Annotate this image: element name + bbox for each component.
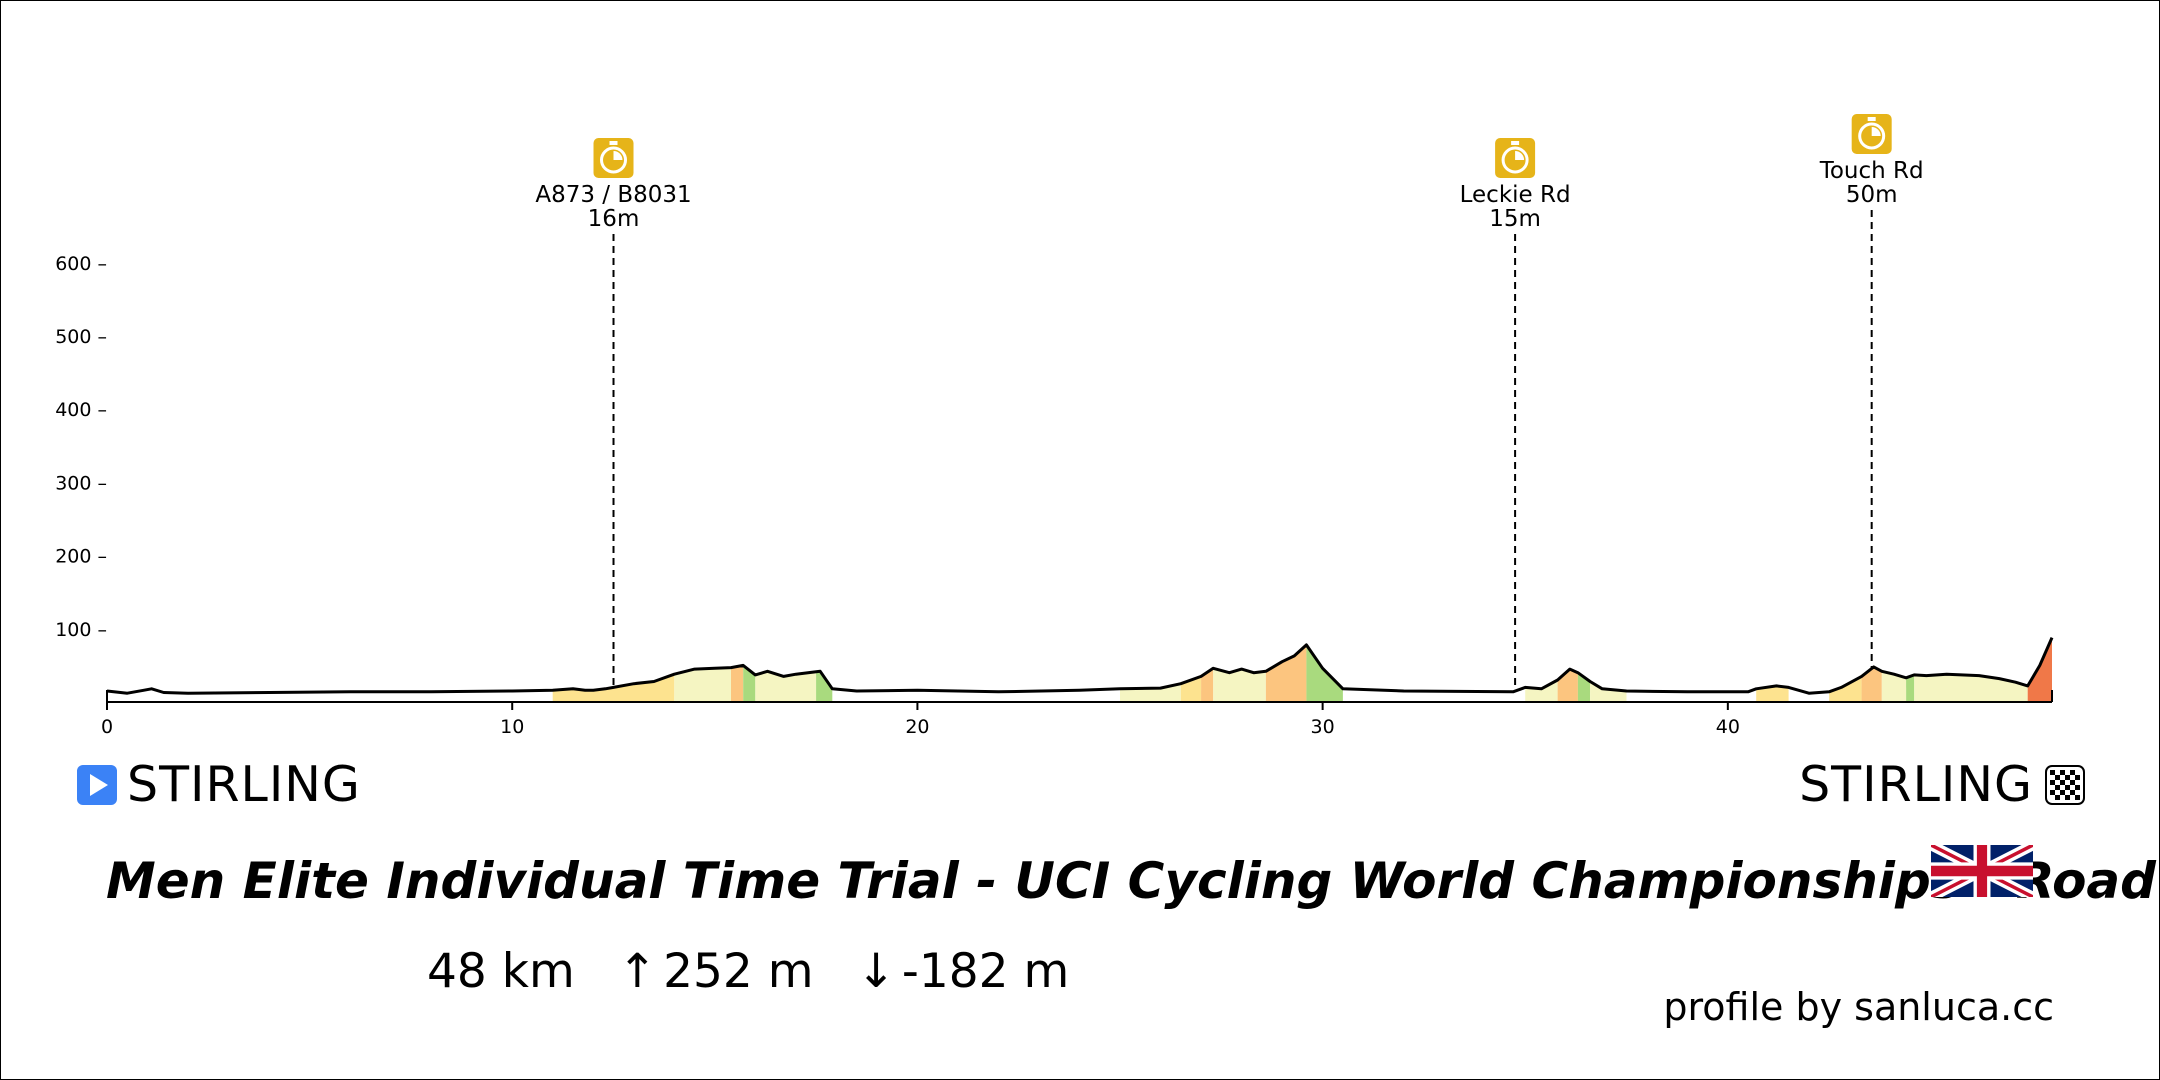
y-tick-label: 600 – bbox=[55, 253, 107, 275]
start-location-name: STIRLING bbox=[127, 756, 361, 813]
descent-value: -182 m bbox=[901, 944, 1070, 999]
gradient-segment bbox=[1881, 671, 1907, 702]
stopwatch-icon bbox=[1495, 138, 1536, 178]
checkpoint-elevation: 15m bbox=[1489, 206, 1541, 232]
finish-location: STIRLING bbox=[1799, 756, 2085, 813]
y-tick-label: 200 – bbox=[55, 546, 107, 568]
page-title: Men Elite Individual Time Trial - UCI Cy… bbox=[106, 852, 2160, 910]
elevation-line bbox=[106, 636, 2054, 695]
finish-location-name: STIRLING bbox=[1799, 756, 2033, 813]
gradient-segment bbox=[816, 671, 833, 702]
checkpoint-name: A873 / B8031 bbox=[535, 182, 691, 208]
gradient-segment bbox=[1201, 668, 1214, 702]
gradient-segment bbox=[1213, 668, 1266, 702]
gradient-segment bbox=[1861, 666, 1882, 702]
ascent-value: 252 m bbox=[663, 944, 814, 999]
elevation-profile-chart: 0 10 20 30 40 100 – 200 – 300 – 400 – 500 – 600 – A… bbox=[55, 114, 2054, 738]
gradient-segment bbox=[674, 667, 732, 702]
start-location: STIRLING bbox=[77, 756, 361, 813]
checkpoint-name: Touch Rd bbox=[1819, 158, 1924, 184]
x-tick-label: 10 bbox=[500, 716, 524, 738]
distance-value: 48 km bbox=[427, 944, 575, 999]
x-tick-label: 40 bbox=[1716, 716, 1740, 738]
descent-arrow-icon: ↓ bbox=[856, 944, 896, 999]
gradient-segment bbox=[1914, 674, 2028, 702]
gradient-segment bbox=[1756, 685, 1789, 702]
gradient-segment bbox=[1557, 669, 1578, 702]
checkpoint-name: Leckie Rd bbox=[1460, 182, 1571, 208]
route-stats: 48 km ↑ 252 m ↓ -182 m bbox=[427, 944, 1069, 999]
gradient-segment bbox=[755, 671, 817, 702]
gradient-segment bbox=[1829, 676, 1862, 702]
x-tick-label: 30 bbox=[1311, 716, 1335, 738]
y-tick-label: 100 – bbox=[55, 619, 107, 641]
y-tick-label: 500 – bbox=[55, 326, 107, 348]
gradient-segment bbox=[743, 665, 756, 702]
x-tick-label: 20 bbox=[905, 716, 929, 738]
ascent-arrow-icon: ↑ bbox=[617, 944, 658, 999]
stopwatch-icon bbox=[593, 138, 634, 178]
checkered-flag-icon bbox=[2045, 764, 2085, 805]
profile-credit: profile by sanluca.cc bbox=[1663, 985, 2054, 1029]
gradient-segment bbox=[1590, 681, 1627, 702]
union-jack-flag-icon bbox=[1931, 845, 2033, 897]
gradient-segment bbox=[1906, 674, 1915, 702]
y-tick-label: 300 – bbox=[55, 472, 107, 494]
gradient-segment bbox=[731, 665, 744, 702]
play-icon bbox=[77, 764, 117, 805]
checkpoint-elevation: 50m bbox=[1846, 182, 1898, 208]
x-tick-label: 0 bbox=[101, 716, 113, 738]
checkpoint-elevation: 16m bbox=[588, 206, 640, 232]
y-tick-label: 400 – bbox=[55, 399, 107, 421]
gradient-segment bbox=[1265, 644, 1307, 702]
stopwatch-icon bbox=[1851, 114, 1892, 154]
